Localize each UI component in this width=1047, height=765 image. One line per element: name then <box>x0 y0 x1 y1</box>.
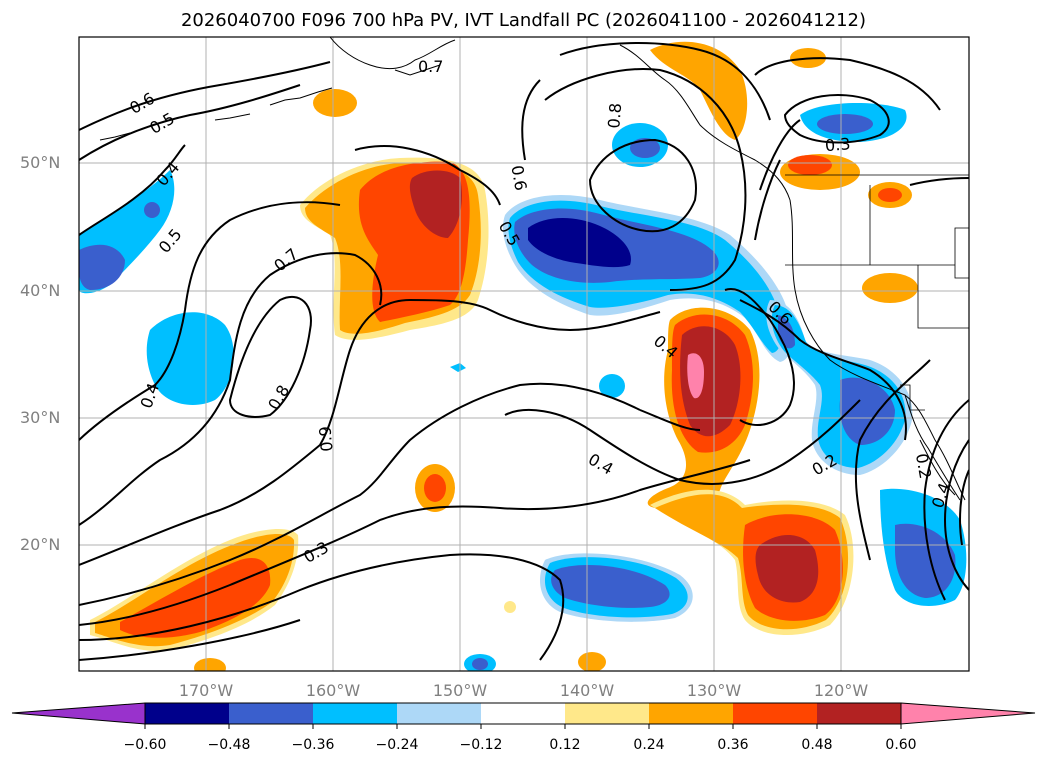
contour-labels: 0.6 0.5 0.4 0.5 0.7 0.8 0.4 0.9 0.3 0.8 … <box>126 57 954 567</box>
lon-label-130w: 130°W <box>686 681 742 700</box>
lon-label-160w: 160°W <box>305 681 361 700</box>
colorbar-tick-label: 0.48 <box>801 737 833 753</box>
colorbar-tick-label: −0.12 <box>459 737 503 753</box>
contour-label: 0.7 <box>418 57 443 76</box>
contour-label: 0.8 <box>604 102 625 129</box>
coastlines <box>99 37 966 501</box>
colorbar-tick-label: −0.60 <box>123 737 167 753</box>
positive-anomaly-alaska <box>650 41 748 140</box>
colorbar-tick-label: −0.48 <box>207 737 251 753</box>
lon-label-170w: 170°W <box>178 681 234 700</box>
colorbar-tick-label: 0.60 <box>885 737 917 753</box>
colorbar-extend-high <box>900 702 1036 725</box>
anomaly-shading <box>79 41 967 671</box>
lat-label-30n: 30°N <box>20 408 61 427</box>
map-title: 2026040700 F096 700 hPa PV, IVT Landfall… <box>180 10 867 31</box>
lat-label-40n: 40°N <box>20 281 61 300</box>
contour-label: 0.9 <box>315 425 336 452</box>
map-frame <box>78 36 970 672</box>
lat-label-50n: 50°N <box>20 153 61 172</box>
colorbar-tick-label: −0.24 <box>375 737 419 753</box>
colorbar-tick-label: −0.36 <box>291 737 335 753</box>
colorbar-extend-low <box>11 702 146 725</box>
pv-contours <box>79 42 969 661</box>
colorbar <box>11 702 1036 729</box>
contour-label: 0.3 <box>824 134 851 155</box>
colorbar-tick-label: 0.36 <box>717 737 749 753</box>
colorbar-tick-label: 0.24 <box>633 737 665 753</box>
lat-label-20n: 20°N <box>20 535 61 554</box>
lon-label-120w: 120°W <box>813 681 869 700</box>
contour-label: 0.6 <box>507 164 530 192</box>
lon-label-150w: 150°W <box>432 681 488 700</box>
colorbar-tick-label: 0.12 <box>549 737 581 753</box>
political-borders <box>785 174 969 411</box>
lon-label-140w: 140°W <box>559 681 615 700</box>
